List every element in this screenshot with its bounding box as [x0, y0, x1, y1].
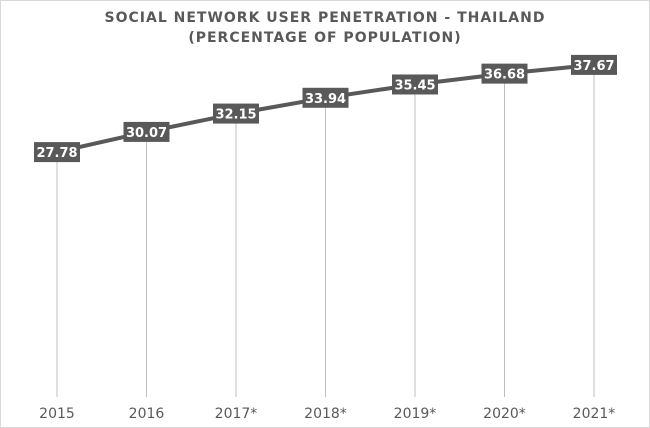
data-label-box [392, 74, 438, 95]
data-label-box [213, 103, 259, 124]
data-label-box [481, 63, 528, 84]
data-label: 35.45 [394, 78, 435, 93]
x-tick-label: 2021* [573, 406, 616, 422]
data-label: 36.68 [484, 68, 525, 83]
x-tick-label: 2015 [39, 406, 75, 422]
data-label: 32.15 [215, 108, 256, 123]
x-tick-label: 2017* [215, 406, 258, 422]
data-label-box [302, 87, 349, 108]
data-label: 30.07 [126, 126, 167, 141]
x-tick-label: 2016 [129, 406, 165, 422]
x-tick-label: 2019* [394, 406, 437, 422]
data-label: 27.78 [36, 146, 77, 161]
data-label-box [34, 142, 80, 163]
data-label-box [123, 121, 170, 142]
data-label: 33.94 [305, 92, 346, 107]
chart-title-line-2: (PERCENTAGE OF POPULATION) [188, 30, 462, 46]
chart-title: SOCIAL NETWORK USER PENETRATION - THAILA… [0, 8, 650, 48]
data-label-box [571, 54, 617, 75]
x-tick-label: 2020* [483, 406, 526, 422]
x-tick-label: 2018* [304, 406, 347, 422]
data-label: 37.67 [573, 59, 614, 74]
chart-title-line-1: SOCIAL NETWORK USER PENETRATION - THAILA… [104, 10, 546, 26]
